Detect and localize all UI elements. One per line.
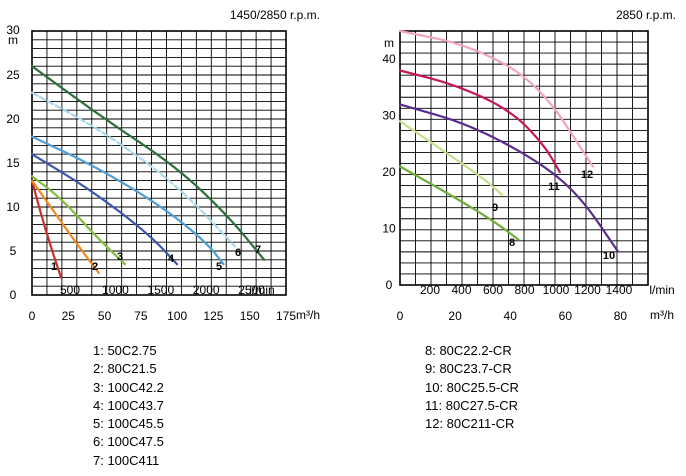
- x-tick-label-m3h: 100: [167, 309, 187, 323]
- x-tick-label-lmin: 800: [514, 283, 534, 297]
- y-tick-label: 40: [382, 52, 396, 66]
- x-tick-label-lmin: 2000: [193, 283, 220, 297]
- series-label-8: 8: [509, 237, 515, 249]
- legend-item: 11: 80C27.5-CR: [425, 397, 518, 413]
- chart-title: 1450/2850 r.p.m.: [230, 8, 320, 22]
- y-axis-unit: m: [8, 33, 18, 47]
- y-tick-label: 0: [10, 288, 17, 302]
- legend-item: 9: 80C23.7-CR: [425, 361, 512, 377]
- series-label-6: 6: [235, 247, 241, 259]
- y-tick-label: 10: [382, 222, 396, 236]
- x-tick-label-lmin: 1000: [543, 283, 570, 297]
- grid: [31, 30, 287, 296]
- x-tick-label-lmin: 1400: [606, 283, 633, 297]
- x-tick-label-lmin: 1200: [574, 283, 601, 297]
- x-tick-label-m3h: 50: [98, 309, 112, 323]
- series-line-7: [30, 65, 266, 261]
- legend-item: 7: 100C411: [93, 452, 160, 468]
- x-tick-label-m3h: 75: [134, 309, 148, 323]
- chart-title: 2850 r.p.m.: [616, 8, 676, 22]
- x-axis-unit-lmin: l/min: [249, 283, 274, 297]
- series-line-8: [398, 165, 520, 241]
- series-label-3: 3: [117, 251, 123, 263]
- series-label-9: 9: [492, 202, 498, 214]
- legend-item: 2: 80C21.5: [93, 361, 157, 377]
- series-label-4: 4: [168, 253, 175, 265]
- y-tick-label: 15: [6, 156, 20, 170]
- legend-item: 12: 80C211-CR: [425, 416, 515, 432]
- grid: [399, 30, 649, 286]
- series-line-12: [398, 29, 594, 168]
- x-axis-unit-m3h: m³/h: [650, 308, 674, 322]
- legend-item: 8: 80C22.2-CR: [425, 343, 512, 358]
- series-label-7: 7: [255, 244, 261, 256]
- legend-item: 10: 80C25.5-CR: [425, 379, 519, 395]
- x-tick-label-lmin: 600: [483, 283, 503, 297]
- x-tick-label-m3h: 60: [559, 309, 573, 323]
- series-line-3: [30, 175, 126, 266]
- series-line-10: [398, 103, 619, 253]
- series-label-5: 5: [216, 261, 222, 273]
- x-tick-label-m3h: 150: [240, 309, 260, 323]
- x-tick-label-lmin: 200: [420, 283, 440, 297]
- y-tick-label: 20: [382, 165, 396, 179]
- y-tick-label: 10: [6, 200, 20, 214]
- legend-left: 1: 50C2.75 2: 80C21.5 3: 100C42.2 4: 100…: [93, 342, 164, 470]
- x-tick-label-lmin: 2500: [238, 283, 265, 297]
- x-tick-label-m3h: 0: [29, 309, 36, 323]
- series-label-1: 1: [51, 261, 57, 273]
- series-line-11: [398, 69, 561, 174]
- legend-item: 4: 100C43.7: [93, 397, 164, 413]
- series-label-11: 11: [548, 181, 560, 193]
- series-line-2: [30, 179, 100, 275]
- legend-item: 1: 50C2.75: [93, 343, 157, 358]
- y-axis-unit: m: [384, 36, 394, 50]
- x-axis-unit-m3h: m³/h: [296, 308, 320, 322]
- y-tick-label: 5: [10, 244, 17, 258]
- series-line-4: [30, 153, 179, 266]
- legend-item: 3: 100C42.2: [93, 379, 164, 395]
- x-tick-label-m3h: 20: [448, 309, 462, 323]
- plot-frame: [31, 30, 287, 296]
- series-line-6: [30, 91, 237, 248]
- x-tick-label-lmin: 1500: [147, 283, 174, 297]
- x-tick-label-m3h: 175: [276, 309, 296, 323]
- series-line-5: [30, 135, 225, 266]
- x-tick-label-lmin: 400: [451, 283, 471, 297]
- legend-item: 6: 100C47.5: [93, 434, 164, 450]
- x-tick-label-m3h: 80: [614, 309, 628, 323]
- plot-frame: [399, 30, 649, 286]
- legend-right: 8: 80C22.2-CR 9: 80C23.7-CR 10: 80C25.5-…: [425, 342, 519, 433]
- x-tick-label-m3h: 25: [62, 309, 76, 323]
- x-tick-label-m3h: 0: [397, 309, 404, 323]
- x-tick-label-lmin: 1000: [102, 283, 129, 297]
- y-tick-label: 30: [6, 23, 20, 37]
- series-line-1: [30, 179, 63, 279]
- series-label-2: 2: [92, 261, 98, 273]
- series-label-12: 12: [581, 169, 593, 181]
- y-tick-label: 20: [6, 112, 20, 126]
- x-tick-label-lmin: 500: [60, 283, 80, 297]
- series-label-10: 10: [603, 250, 615, 262]
- x-tick-label-m3h: 40: [504, 309, 518, 323]
- series-line-9: [398, 120, 504, 196]
- legend-item: 5: 100C45.5: [93, 416, 164, 432]
- y-tick-label: 25: [6, 68, 20, 82]
- x-tick-label-m3h: 125: [203, 309, 223, 323]
- y-tick-label: 0: [386, 278, 393, 292]
- y-tick-label: 30: [382, 109, 396, 123]
- x-axis-unit-lmin: l/min: [649, 283, 674, 297]
